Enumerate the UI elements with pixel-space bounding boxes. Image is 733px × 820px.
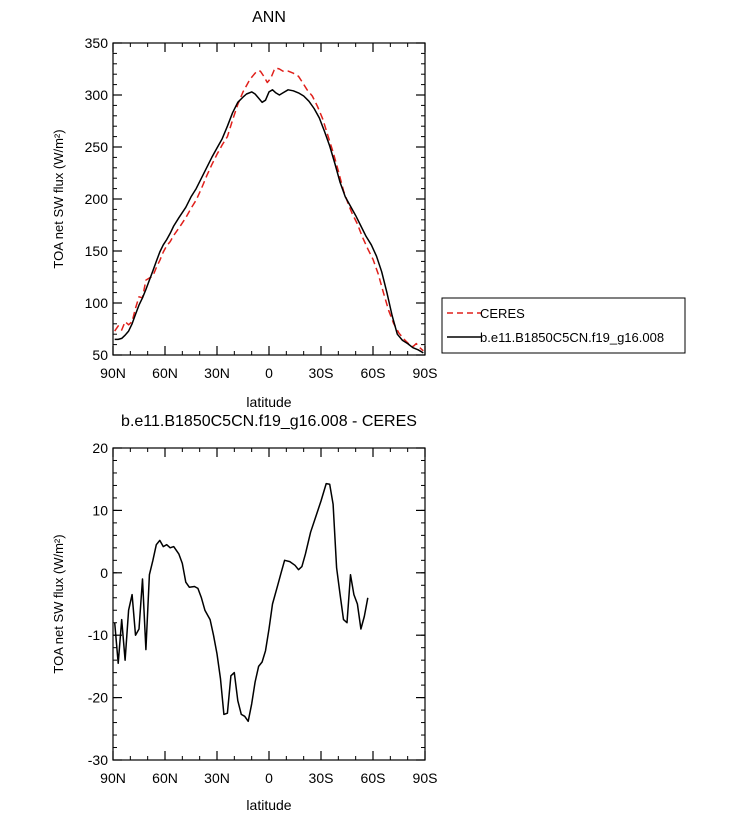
top-chart-title: ANN bbox=[252, 9, 286, 26]
bottom-chart-xlabel: latitude bbox=[246, 797, 291, 813]
top-y-tick-label: 100 bbox=[85, 295, 109, 311]
top-chart-series bbox=[114, 67, 424, 354]
top-chart-frame bbox=[112, 42, 426, 356]
bottom-x-tick-label: 30S bbox=[309, 770, 334, 786]
legend-box bbox=[441, 297, 686, 354]
bottom-series-line-difference bbox=[113, 482, 369, 723]
bottom-chart-series bbox=[113, 482, 369, 723]
bottom-chart-ylabel: TOA net SW flux (W/m²) bbox=[51, 534, 66, 673]
top-y-tick-label: 150 bbox=[85, 243, 109, 259]
top-x-tick-label: 60N bbox=[152, 365, 178, 381]
legend: CERES b.e11.B1850C5CN.f19_g16.008 bbox=[441, 297, 686, 354]
top-y-tick-label: 300 bbox=[85, 87, 109, 103]
bottom-chart-ticks: 90N 60N 30N 0 30S 60S 90S -30 -20 -10 0 10 20 bbox=[88, 440, 438, 786]
top-x-tick-label: 30N bbox=[204, 365, 230, 381]
top-chart-ylabel: TOA net SW flux (W/m²) bbox=[51, 129, 66, 268]
bottom-x-tick-label: 60N bbox=[152, 770, 178, 786]
bottom-y-tick-label: -30 bbox=[88, 752, 108, 768]
bottom-y-tick-label: 10 bbox=[92, 502, 108, 518]
bottom-y-tick-label: -20 bbox=[88, 690, 108, 706]
bottom-y-tick-label: -10 bbox=[88, 627, 108, 643]
bottom-y-tick-label: 20 bbox=[92, 440, 108, 456]
top-y-tick-label: 350 bbox=[85, 35, 109, 51]
top-y-tick-label: 50 bbox=[92, 347, 108, 363]
legend-label-ceres: CERES bbox=[480, 306, 525, 321]
top-x-tick-label: 0 bbox=[265, 365, 273, 381]
top-chart-ticks: 90N 60N 30N 0 30S 60S 90S 50 100 150 200 250 300 350 bbox=[85, 35, 438, 381]
top-chart: ANN 90N 60N 30N 0 30S 60S 90S 50 100 150 200 250 300… bbox=[51, 9, 686, 410]
top-y-tick-label: 250 bbox=[85, 139, 109, 155]
top-x-tick-label: 90N bbox=[100, 365, 126, 381]
bottom-chart-frame bbox=[112, 447, 426, 761]
bottom-x-tick-label: 0 bbox=[265, 770, 273, 786]
bottom-x-tick-label: 60S bbox=[361, 770, 386, 786]
bottom-chart-title: b.e11.B1850C5CN.f19_g16.008 - CERES bbox=[121, 413, 417, 430]
legend-label-model: b.e11.B1850C5CN.f19_g16.008 bbox=[480, 330, 664, 345]
bottom-x-tick-label: 30N bbox=[204, 770, 230, 786]
top-x-tick-label: 60S bbox=[361, 365, 386, 381]
bottom-y-tick-label: 0 bbox=[100, 565, 108, 581]
bottom-x-tick-label: 90N bbox=[100, 770, 126, 786]
top-series-line-model bbox=[114, 89, 424, 354]
top-y-tick-label: 200 bbox=[85, 191, 109, 207]
bottom-chart: b.e11.B1850C5CN.f19_g16.008 - CERES 90N 6… bbox=[51, 413, 437, 813]
top-chart-xlabel: latitude bbox=[246, 394, 291, 410]
bottom-x-tick-label: 90S bbox=[413, 770, 438, 786]
top-x-tick-label: 90S bbox=[413, 365, 438, 381]
top-series-line-ceres bbox=[114, 67, 424, 352]
top-x-tick-label: 30S bbox=[309, 365, 334, 381]
